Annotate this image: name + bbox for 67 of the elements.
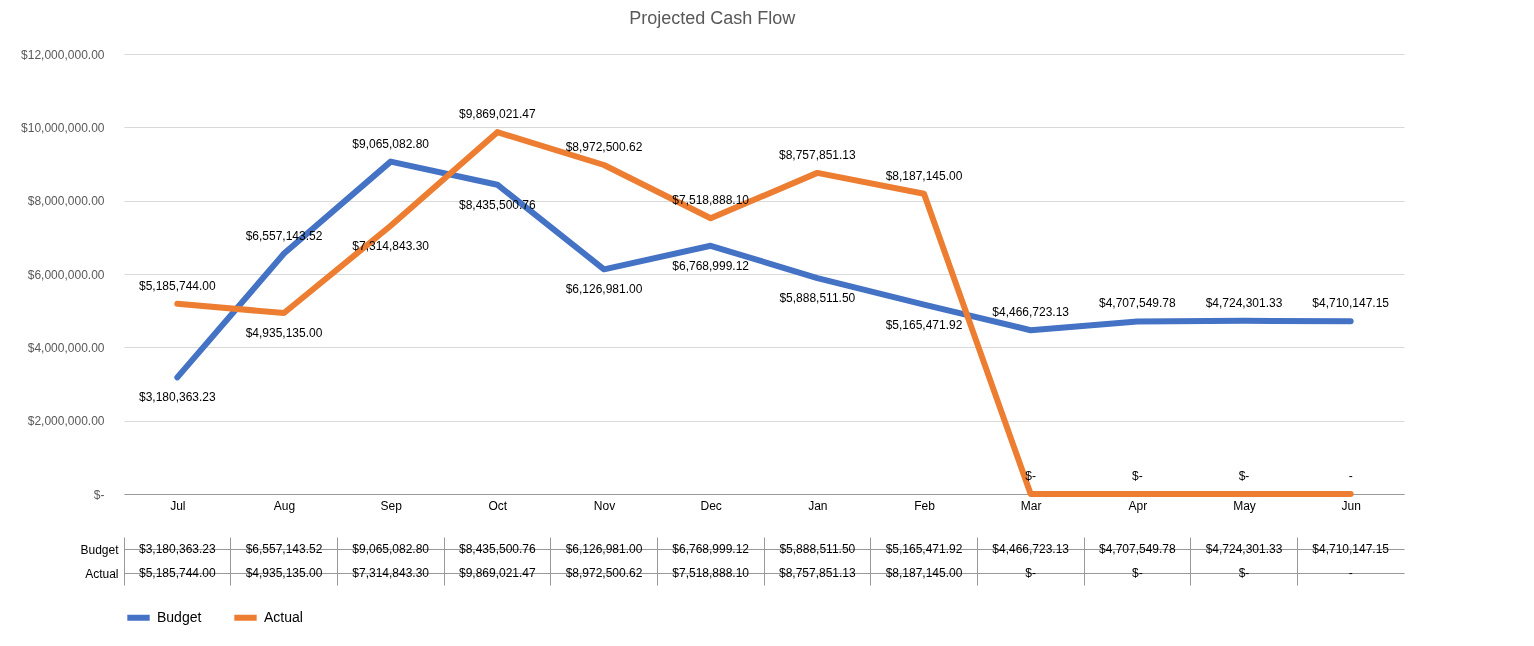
- x-tick-label: Jun: [1341, 498, 1361, 513]
- text: Actual: [85, 566, 119, 581]
- x-tick-label: Feb: [914, 498, 936, 513]
- y-tick-label: $6,000,000.00: [27, 267, 105, 282]
- data-label: $7,518,888.10: [672, 566, 750, 580]
- data-label: $8,187,145.00: [885, 566, 963, 580]
- data-label: $4,710,147.15: [1312, 542, 1390, 556]
- x-tick-label: Aug: [273, 498, 296, 513]
- y-tick-label: $10,000,000.00: [21, 120, 105, 135]
- text: $4,935,135.00: [245, 326, 323, 341]
- text: $-: [1132, 469, 1143, 483]
- text: $9,065,082.80: [352, 136, 430, 151]
- data-label: $3,180,363.23: [138, 542, 217, 556]
- data-label: $4,707,549.78: [1098, 542, 1177, 556]
- text: $3,180,363.23: [138, 390, 216, 405]
- x-tick-label: Oct: [488, 498, 508, 513]
- x-tick-label: Nov: [593, 498, 616, 513]
- data-label: $9,065,082.80: [352, 542, 430, 556]
- text: $4,710,147.15: [1312, 296, 1390, 311]
- text: -: [1348, 469, 1353, 483]
- data-label: $4,935,135.00: [245, 566, 323, 580]
- x-tick-label: Dec: [700, 498, 722, 513]
- text: $4,724,301.33: [1205, 295, 1283, 310]
- x-tick-label: Jul: [170, 498, 186, 513]
- x-tick-label: Apr: [1128, 498, 1148, 513]
- legend-label: Actual: [264, 608, 303, 625]
- text: $5,185,744.00: [138, 278, 216, 293]
- text: $6,768,999.12: [672, 258, 750, 273]
- text: $-: [1238, 469, 1250, 483]
- y-tick-label: $2,000,000.00: [27, 414, 105, 429]
- x-tick-label: May: [1233, 498, 1256, 513]
- text: $4,707,549.78: [1098, 296, 1176, 311]
- text: $9,869,021.47: [458, 107, 536, 122]
- data-label: $8,757,851.13: [778, 566, 857, 580]
- text: $8,972,500.62: [565, 140, 643, 155]
- data-label: $6,126,981.00: [565, 542, 643, 556]
- data-label: -: [1348, 566, 1353, 580]
- y-tick-label: $-: [93, 487, 105, 502]
- text: $8,187,145.00: [885, 168, 963, 183]
- text: $8,757,851.13: [778, 147, 856, 162]
- text: $4,466,723.13: [992, 305, 1070, 320]
- text: $6,126,981.00: [565, 282, 643, 297]
- text: $5,888,511.50: [779, 291, 856, 306]
- x-tick-label: Mar: [1020, 498, 1042, 513]
- text: $5,165,471.92: [885, 317, 963, 332]
- data-label: $6,768,999.12: [672, 542, 750, 556]
- data-label: $7,314,843.30: [352, 566, 430, 580]
- data-label: $6,557,143.52: [245, 542, 323, 556]
- data-label: $-: [1238, 566, 1250, 580]
- x-tick-label: Jan: [808, 498, 828, 513]
- data-label: $-: [1025, 566, 1036, 580]
- y-tick-label: $12,000,000.00: [21, 47, 105, 62]
- data-label: $5,185,744.00: [138, 566, 217, 580]
- y-tick-label: $4,000,000.00: [27, 340, 105, 355]
- chart-title: Projected Cash Flow: [629, 8, 797, 28]
- data-label: $5,165,471.92: [885, 542, 963, 556]
- data-label: $4,466,723.13: [992, 542, 1070, 556]
- data-label: $-: [1132, 566, 1143, 580]
- data-label: $5,888,511.50: [779, 542, 856, 556]
- x-tick-label: Sep: [380, 498, 403, 513]
- data-label: $4,724,301.33: [1205, 542, 1283, 556]
- data-label: $8,972,500.62: [565, 566, 643, 580]
- y-tick-label: $8,000,000.00: [27, 194, 105, 209]
- text: Budget: [80, 542, 119, 557]
- data-label: $9,869,021.47: [458, 566, 537, 580]
- data-label: $8,435,500.76: [458, 542, 537, 556]
- legend-label: Budget: [157, 608, 202, 625]
